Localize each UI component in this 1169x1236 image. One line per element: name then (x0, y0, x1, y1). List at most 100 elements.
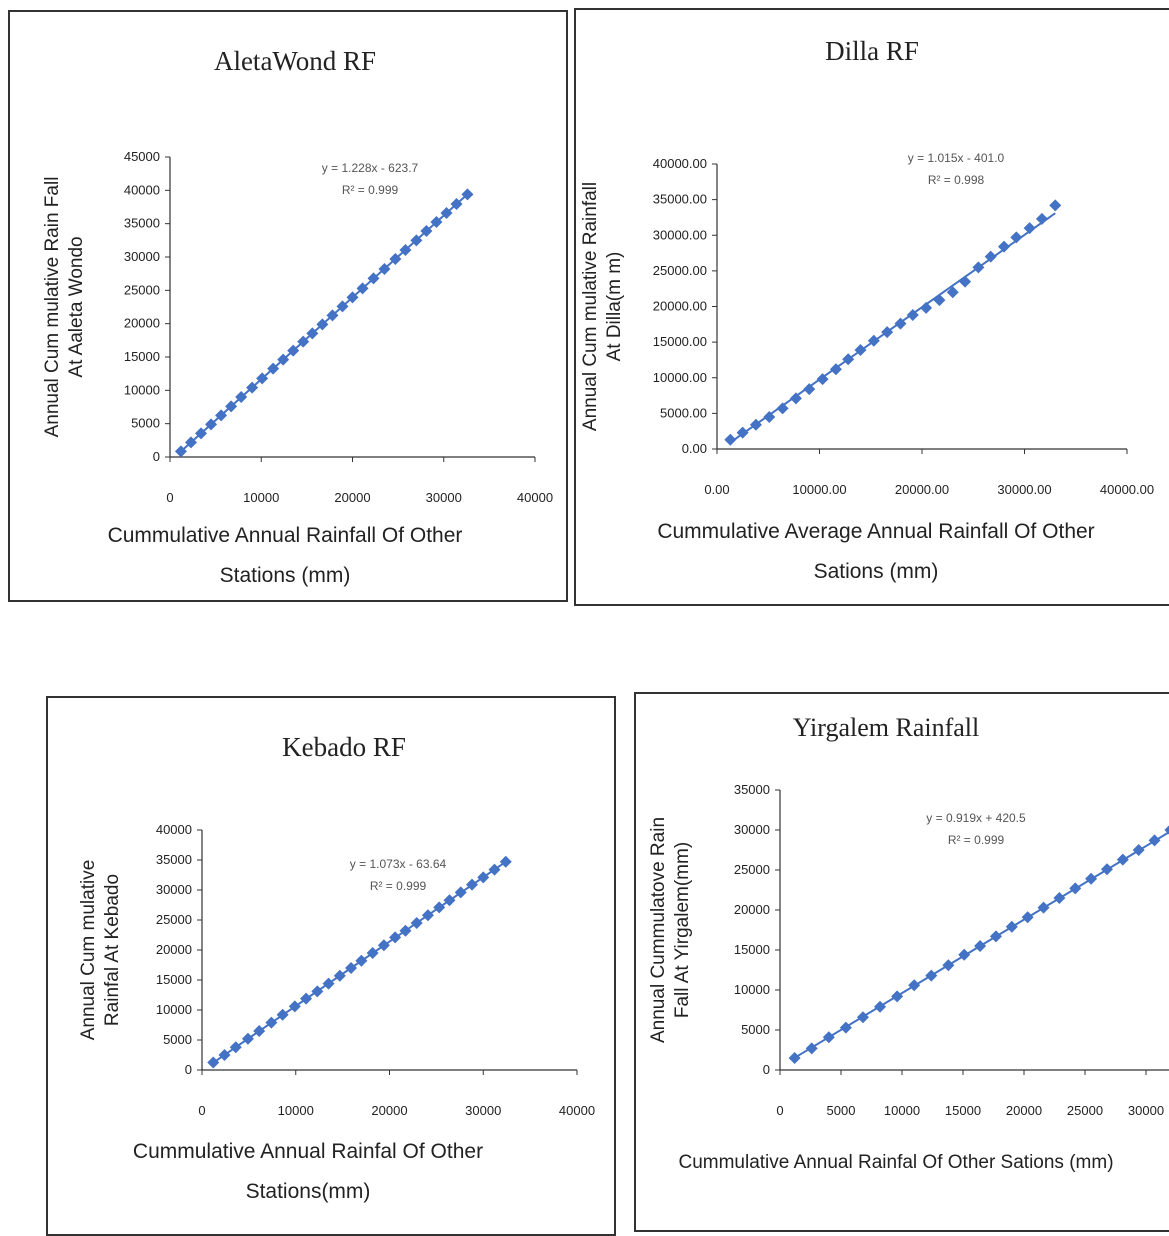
y-tick-label: 25000.00 (653, 263, 707, 278)
data-point (1053, 892, 1066, 904)
data-point (881, 326, 894, 339)
data-point (229, 1041, 242, 1054)
data-point (333, 969, 346, 982)
y-tick-label: 15000 (124, 349, 160, 364)
y-tick-label: 10000 (124, 382, 160, 397)
data-point (829, 363, 842, 376)
y-tick-label: 10000 (734, 982, 770, 997)
y-tick-label: 45000 (124, 149, 160, 164)
x-tick-label: 30000 (426, 490, 462, 505)
y-tick-label: 30000 (156, 882, 192, 897)
data-point (253, 1025, 266, 1037)
data-point (1035, 212, 1048, 225)
x-axis-label: Cummulative Annual Rainfal Of Other Sati… (678, 1152, 1113, 1173)
data-point (1037, 901, 1050, 914)
data-point (984, 250, 997, 263)
data-point (856, 1011, 869, 1024)
x-tick-label: 10000 (278, 1103, 314, 1118)
data-point (195, 427, 208, 440)
trend-equation: y = 0.919x + 420.5 (926, 811, 1026, 825)
data-point (356, 282, 369, 295)
data-point (215, 409, 228, 422)
x-tick-label: 10000.00 (792, 482, 846, 497)
x-tick-label: 0 (166, 490, 173, 505)
data-point (399, 244, 412, 256)
y-tick-label: 20000 (124, 316, 160, 331)
data-point (803, 383, 816, 396)
x-tick-label: 0 (198, 1103, 205, 1118)
data-point (908, 979, 921, 992)
data-point (1023, 222, 1036, 235)
y-axis-label: At Dilla(m m) (604, 252, 625, 362)
y-axis-label: At Aaleta Wondo (66, 236, 87, 377)
y-tick-label: 30000 (124, 249, 160, 264)
data-point (724, 433, 737, 446)
y-tick-label: 20000 (734, 902, 770, 917)
data-point (466, 878, 478, 891)
y-tick-label: 25000 (156, 912, 192, 927)
y-tick-label: 30000 (734, 822, 770, 837)
x-tick-label: 10000 (884, 1103, 920, 1118)
trendline (729, 212, 1056, 444)
data-point (389, 253, 402, 265)
data-point (1116, 853, 1129, 866)
data-point (749, 418, 762, 431)
data-point (276, 1008, 289, 1021)
y-tick-label: 5000 (741, 1022, 770, 1037)
data-point (346, 291, 359, 304)
data-point (1010, 231, 1023, 244)
chart-title: Kebado RF (282, 732, 406, 762)
data-point (377, 939, 390, 952)
data-point (277, 353, 290, 366)
x-tick-label: 30000 (465, 1103, 501, 1118)
data-point (288, 1000, 301, 1013)
y-tick-label: 0.00 (682, 441, 707, 456)
data-point (788, 1052, 801, 1064)
x-axis-label: Stations (mm) (220, 564, 351, 587)
data-point (989, 930, 1002, 943)
y-tick-label: 40000 (156, 822, 192, 837)
chart-title: Dilla RF (825, 36, 919, 66)
data-point (454, 886, 467, 899)
y-tick-label: 15000 (734, 942, 770, 957)
data-point (218, 1049, 231, 1061)
trend-equation: R² = 0.999 (370, 879, 427, 893)
data-point (1148, 834, 1161, 847)
chart-svg-aleta-wondo: AletaWond RF 0 5000 10000 15000 20000 25000 300… (42, 46, 553, 587)
x-tick-label: 20000.00 (895, 482, 949, 497)
data-point (894, 317, 907, 330)
y-tick-label: 40000 (124, 182, 160, 197)
y-tick-label: 30000.00 (653, 227, 707, 242)
data-point (1049, 199, 1062, 212)
y-axis-label: Fall At Yirgalem(mm) (672, 842, 693, 1018)
x-tick-label: 25000 (1067, 1103, 1103, 1118)
y-tick-label: 5000.00 (660, 405, 707, 420)
data-point (942, 959, 955, 972)
data-point (225, 400, 238, 413)
data-point (946, 286, 959, 299)
data-point (891, 990, 904, 1003)
data-point (311, 985, 324, 998)
data-point (816, 373, 829, 386)
chart-title: AletaWond RF (214, 46, 376, 76)
x-axis-label: Cummulative Average Annual Rainfall Of O… (657, 520, 1094, 543)
y-tick-label: 35000.00 (653, 192, 707, 207)
data-point (300, 992, 313, 1005)
data-point (265, 1016, 278, 1029)
chart-svg-kebado: Kebado RF 0 5000 10000 15000 20000 25000 30000 3… (78, 732, 595, 1203)
y-tick-label: 35000 (124, 216, 160, 231)
data-point (207, 1056, 220, 1069)
chart-panel-kebado: Kebado RF 0 5000 10000 15000 20000 25000 30000 3… (46, 696, 616, 1236)
y-tick-label: 15000 (156, 972, 192, 987)
data-point (1021, 911, 1034, 924)
x-tick-label: 5000 (827, 1103, 856, 1118)
x-tick-label: 20000 (334, 490, 370, 505)
data-point (477, 871, 490, 884)
chart-title: Yirgalem Rainfall (793, 713, 980, 742)
data-point (1164, 825, 1169, 835)
data-point (972, 261, 985, 274)
data-point (326, 309, 339, 322)
data-point (297, 335, 310, 348)
data-point (205, 418, 218, 431)
data-point (1100, 863, 1113, 876)
